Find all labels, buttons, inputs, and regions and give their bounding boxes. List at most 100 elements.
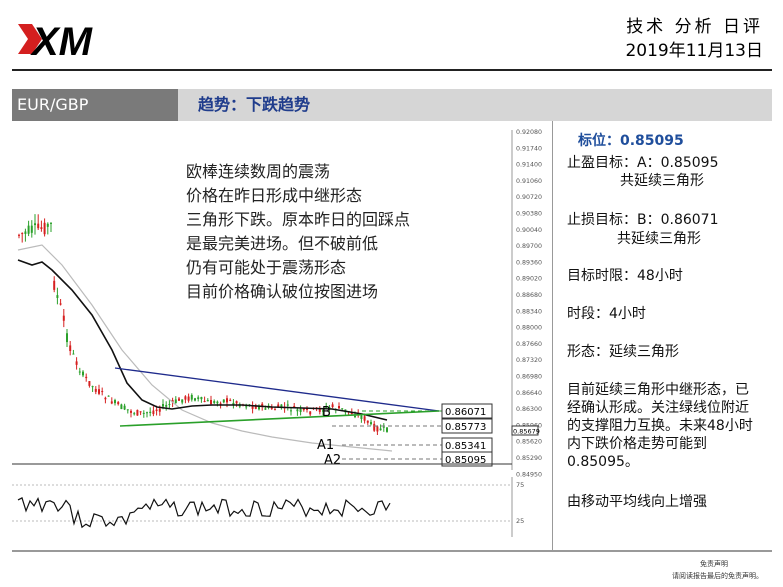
candle-body [62, 315, 65, 321]
candle-body [229, 399, 232, 401]
report-title: 技术 分析 日评 [626, 17, 763, 37]
candle-body [190, 394, 193, 400]
take-profit-pattern: 共延续三角形 [620, 173, 704, 189]
candle-body [280, 404, 283, 409]
note-line: 目前价格确认破位按图进场 [186, 282, 379, 301]
level-a1-box: 0.85341 [441, 437, 493, 453]
candle-body [85, 376, 88, 379]
candle-body [146, 412, 148, 414]
y-tick-label: 0.85620 [516, 439, 542, 446]
y-tick-label: 0.90720 [516, 194, 542, 201]
xm-logo: XM [18, 20, 94, 60]
fast-moving-average [17, 259, 388, 421]
level-b-value: 0.86071 [445, 407, 486, 418]
candle-body [18, 234, 20, 236]
candle-body [251, 405, 254, 409]
candle-body [37, 223, 40, 229]
y-tick-label: 0.84950 [516, 471, 542, 478]
candle-body [366, 420, 369, 423]
description-line: 内下跌价格走势可能到 [567, 436, 707, 452]
candle-body [360, 415, 363, 419]
candle-body [21, 233, 24, 235]
candle-body [226, 398, 228, 403]
candle-body [120, 404, 123, 410]
candle-body [318, 408, 321, 412]
candle-body [270, 406, 273, 409]
oscillator-line [17, 497, 391, 529]
candle-body [72, 353, 75, 355]
resistance-line [114, 367, 440, 412]
y-tick-label: 0.86300 [516, 406, 542, 413]
report-date: 2019年11月13日 [625, 41, 763, 61]
candle-body [101, 391, 104, 393]
y-tick-label: 0.90380 [516, 211, 542, 218]
candle-body [299, 408, 302, 412]
candle-body [69, 345, 72, 352]
candle-body [206, 400, 209, 402]
candle-body [59, 303, 62, 305]
candle-body [117, 402, 120, 405]
current-price-value: 0.85679 [513, 428, 540, 436]
y-tick-label: 0.91740 [516, 145, 542, 152]
candle-body [130, 410, 132, 413]
note-line: 是最完美进场。但不破前低 [186, 234, 379, 253]
candles [18, 214, 388, 436]
candle-body [309, 411, 312, 415]
candle-body [382, 426, 385, 428]
disclaimer-text: 请阅读报告最后的免责声明。 [672, 572, 763, 580]
candle-body [98, 389, 100, 394]
target-price: 标位：0.85095 [578, 133, 684, 149]
candle-body [222, 399, 225, 403]
level-b-label: B [322, 405, 331, 420]
candle-body [126, 409, 129, 411]
candle-body [24, 231, 27, 234]
candle-body [88, 381, 91, 386]
candle-body [373, 423, 376, 431]
stop-loss-pattern: 共延续三角形 [617, 231, 701, 247]
candle-body [290, 410, 292, 412]
level-a2-value: 0.85095 [445, 455, 486, 466]
level-85773-box: 0.85773 [441, 418, 493, 434]
candle-body [56, 295, 59, 298]
candle-body [232, 402, 235, 406]
candle-body [136, 409, 139, 416]
candle-body [213, 401, 216, 403]
candle-body [110, 401, 113, 404]
slow-moving-average [17, 244, 393, 452]
candle-body [165, 404, 168, 407]
osc-tick-75: 75 [516, 481, 524, 489]
y-tick-label: 0.88340 [516, 308, 542, 315]
y-tick-label: 0.92080 [516, 129, 542, 136]
candle-body [235, 401, 238, 404]
title-bar: EUR/GBP 趋势：下跌趋势 [12, 89, 772, 121]
y-tick-label: 0.90040 [516, 227, 542, 234]
timeframe: 时段：4小时 [567, 306, 646, 322]
candle-body [187, 396, 190, 401]
candle-body [306, 408, 308, 410]
candle-body [158, 408, 161, 412]
candle-body [341, 408, 344, 410]
candle-body [354, 415, 356, 418]
candle-body [258, 405, 260, 410]
candle-body [376, 426, 379, 432]
y-tick-label: 0.86640 [516, 390, 542, 397]
candle-body [46, 223, 49, 227]
candle-body [325, 406, 328, 409]
candle-body [379, 428, 382, 431]
candle-body [174, 399, 177, 403]
candle-body [328, 407, 331, 409]
candle-body [107, 395, 110, 397]
candle-body [264, 408, 267, 410]
candle-body [168, 404, 171, 406]
candle-body [338, 406, 340, 409]
candle-body [27, 225, 30, 234]
candle-body [184, 396, 187, 400]
candle-body [219, 403, 222, 405]
stop-loss-line: 止损目标：B：0.86071 [567, 212, 719, 228]
note-line: 欧棒连续数周的震荡 [186, 162, 331, 181]
panel-separator [552, 121, 553, 551]
logo-text: XM [30, 20, 94, 60]
y-tick-label: 0.91400 [516, 162, 542, 169]
time-limit: 目标时限：48小时 [567, 268, 683, 284]
description: 目前延续三角形中继形态，已 经确认形成。关注绿线位附近 的支撑阻力互换。未来48… [567, 381, 753, 471]
